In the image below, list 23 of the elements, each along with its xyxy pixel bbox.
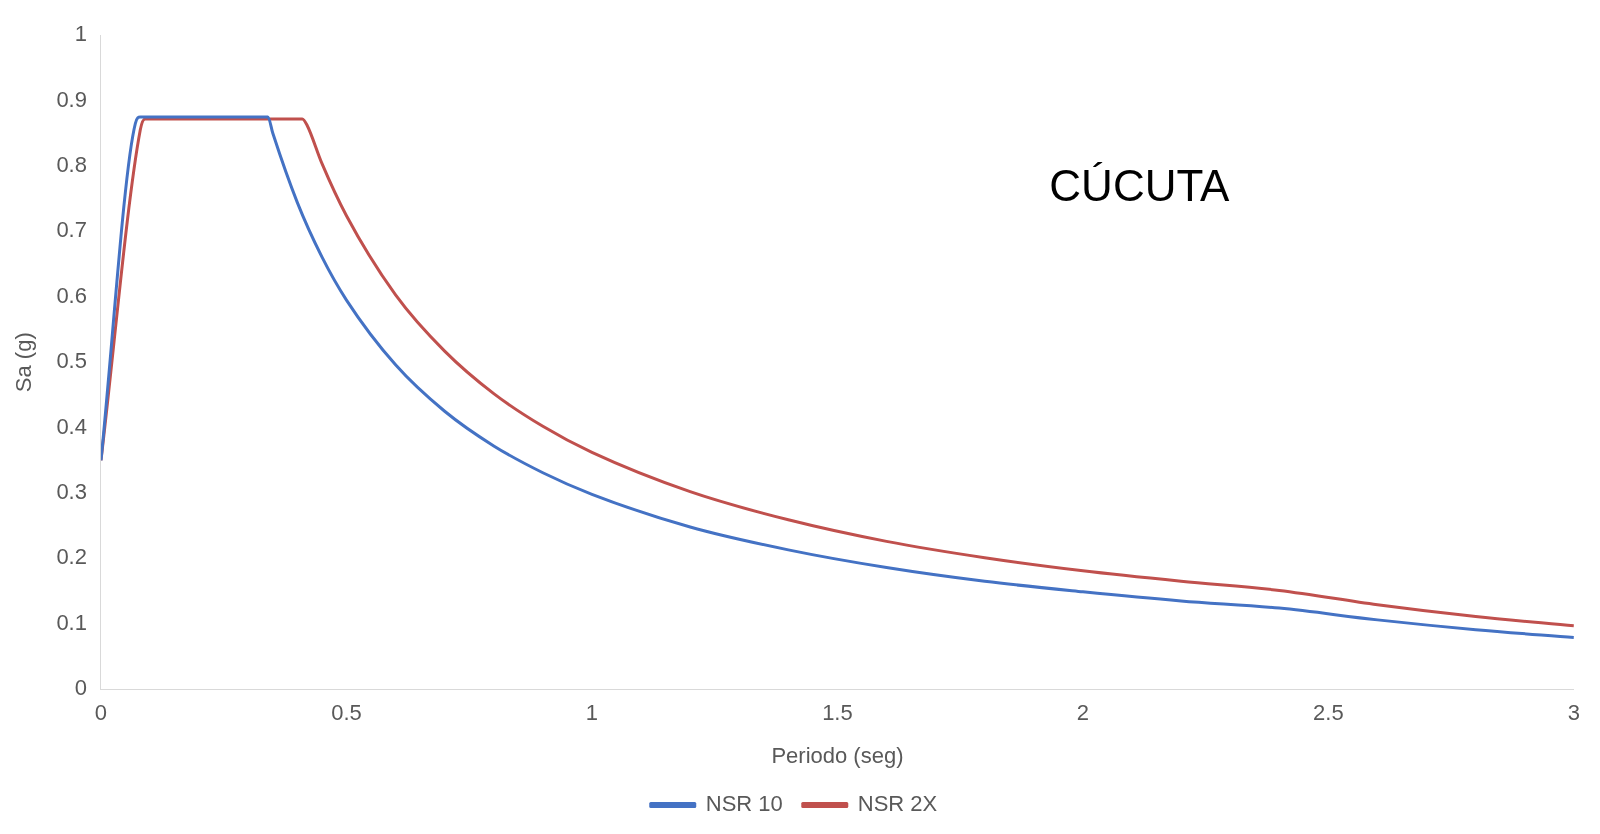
y-tick-label: 0.5: [56, 348, 87, 374]
y-tick-label: 0.6: [56, 282, 87, 308]
y-axis-title: Sa (g): [11, 332, 37, 393]
x-tick-label: 3: [1567, 700, 1581, 726]
y-tick-label: 0.4: [56, 413, 87, 439]
y-tick-label: 0.7: [56, 217, 87, 243]
y-tick-label: 0.9: [56, 86, 87, 112]
x-tick-label: 1.5: [822, 700, 853, 726]
x-tick-label: 0.5: [331, 700, 362, 726]
y-tick-label: 0.2: [56, 544, 87, 570]
y-tick-label: 0.1: [56, 609, 87, 635]
y-tick-label: 0.3: [56, 479, 87, 505]
y-tick-label: 0: [74, 675, 87, 701]
x-tick-label: 1: [585, 700, 599, 726]
y-tick-label: 0.8: [56, 152, 87, 178]
legend-label: NSR 10: [705, 791, 783, 817]
y-tick-label: 1: [74, 21, 87, 47]
x-tick-label: 0: [94, 700, 108, 726]
x-axis-title: Periodo (seg): [771, 742, 904, 768]
legend-label: NSR 2X: [857, 791, 938, 817]
annotation: CÚCUTA: [1049, 161, 1231, 211]
x-tick-label: 2: [1076, 700, 1090, 726]
x-tick-label: 2.5: [1313, 700, 1344, 726]
